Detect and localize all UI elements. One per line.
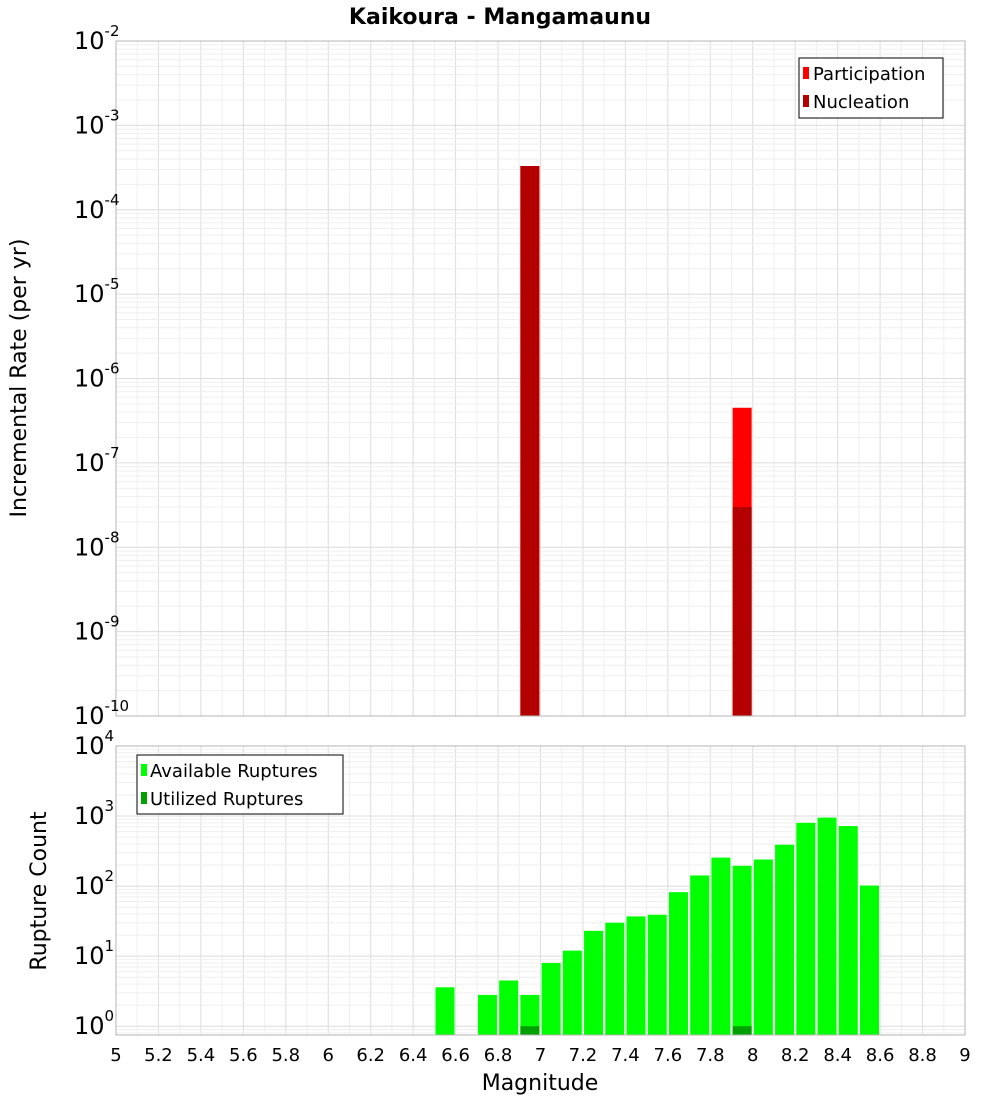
- rate-y-tick-label: 10-8: [74, 528, 120, 561]
- x-tick-label: 8.2: [781, 1045, 810, 1066]
- rupture-count-panel: 100 101 102 103 104 5 5.2 5.4 5.6 5.8 6 6.2 6.4 6.6 6…: [27, 727, 971, 1096]
- x-tick-label: 6.8: [484, 1045, 513, 1066]
- rate-grid: [115, 40, 966, 717]
- x-tick-label: 8.4: [823, 1045, 852, 1066]
- rate-y-axis-label: Incremental Rate (per yr): [7, 239, 32, 518]
- count-bar-available-ruptures: [605, 922, 625, 1035]
- legend-swatch-utilized-ruptures: [141, 792, 147, 804]
- x-tick-label: 6: [323, 1045, 334, 1066]
- count-bar-available-ruptures: [647, 914, 667, 1035]
- rate-bar-nucleation: [732, 506, 752, 716]
- rate-y-tick-label: 10-10: [74, 697, 129, 730]
- legend-swatch-participation: [803, 67, 809, 79]
- count-y-tick-label: 102: [74, 867, 114, 900]
- x-tick-label: 7.4: [611, 1045, 640, 1066]
- count-bar-available-ruptures: [541, 962, 561, 1035]
- rate-y-ticks: 10-10 10-9 10-8 10-7 10-6 10-5 10-4 10-3 10-2: [74, 22, 129, 730]
- count-bar-available-ruptures: [477, 994, 497, 1035]
- count-bar-utilized-ruptures: [520, 1026, 540, 1035]
- legend-label-nucleation: Nucleation: [813, 92, 909, 113]
- count-bar-available-ruptures: [775, 844, 795, 1035]
- rate-y-tick-label: 10-9: [74, 613, 120, 646]
- count-bar-available-ruptures: [435, 987, 455, 1035]
- rate-legend-box: [798, 57, 944, 119]
- rupture-count-plot-frame: [115, 745, 966, 1036]
- x-tick-label: 6.6: [441, 1045, 470, 1066]
- chart-title: Kaikoura - Mangamaunu: [349, 5, 651, 30]
- count-bar-available-ruptures: [732, 865, 752, 1035]
- count-bar-available-ruptures: [520, 994, 540, 1035]
- x-tick-label: 7: [535, 1045, 546, 1066]
- count-bar-available-ruptures: [838, 826, 858, 1035]
- count-bar-available-ruptures: [690, 875, 710, 1035]
- rate-y-tick-label: 10-2: [74, 22, 120, 55]
- count-bar-available-ruptures: [668, 892, 688, 1035]
- count-bar-available-ruptures: [753, 859, 773, 1035]
- count-y-tick-label: 100: [74, 1007, 114, 1040]
- rupture-count-bars: [435, 817, 879, 1035]
- count-y-tick-label: 104: [74, 727, 114, 760]
- x-tick-label: 7.8: [696, 1045, 725, 1066]
- rate-legend: Participation Nucleation: [798, 57, 944, 119]
- count-bar-available-ruptures: [817, 817, 837, 1035]
- rate-bar-nucleation: [520, 166, 540, 717]
- x-tick-label: 5.4: [187, 1045, 216, 1066]
- legend-swatch-available-ruptures: [141, 764, 147, 776]
- x-tick-label: 5.8: [271, 1045, 300, 1066]
- rate-y-tick-label: 10-7: [74, 444, 120, 477]
- count-bar-available-ruptures: [562, 950, 582, 1035]
- count-bar-utilized-ruptures: [732, 1026, 752, 1035]
- x-tick-label: 5: [110, 1045, 121, 1066]
- rate-panel: 10-10 10-9 10-8 10-7 10-6 10-5 10-4 10-3 10-2 In…: [7, 22, 966, 730]
- rate-y-tick-label: 10-6: [74, 360, 120, 393]
- x-tick-label: 8.8: [908, 1045, 937, 1066]
- x-tick-label: 7.6: [654, 1045, 683, 1066]
- count-bar-available-ruptures: [796, 822, 816, 1035]
- x-tick-label: 8: [747, 1045, 758, 1066]
- count-bar-available-ruptures: [499, 980, 519, 1035]
- count-bar-available-ruptures: [711, 857, 731, 1035]
- count-y-tick-label: 101: [74, 937, 114, 970]
- legend-swatch-nucleation: [803, 95, 809, 107]
- count-bar-available-ruptures: [584, 930, 604, 1035]
- rate-y-tick-label: 10-4: [74, 191, 120, 224]
- rate-y-tick-label: 10-5: [74, 275, 120, 308]
- legend-label-available-ruptures: Available Ruptures: [150, 761, 318, 782]
- x-tick-label: 6.2: [356, 1045, 385, 1066]
- rate-plot-frame: [115, 40, 966, 717]
- count-bar-available-ruptures: [626, 916, 646, 1035]
- legend-label-participation: Participation: [813, 64, 925, 85]
- rupture-count-y-ticks: 100 101 102 103 104: [74, 727, 114, 1040]
- x-tick-label: 8.6: [866, 1045, 895, 1066]
- count-y-tick-label: 103: [74, 797, 114, 830]
- legend-label-utilized-ruptures: Utilized Ruptures: [150, 789, 303, 810]
- magnitude-x-ticks: 5 5.2 5.4 5.6 5.8 6 6.2 6.4 6.6 6.8 7 7.2 7.4 7.6 7.8 8…: [110, 1045, 970, 1066]
- rupture-legend-box: [136, 754, 344, 815]
- magnitude-x-axis-label: Magnitude: [482, 1071, 599, 1096]
- rate-bars: [520, 166, 752, 717]
- rupture-count-legend: Available Ruptures Utilized Ruptures: [136, 754, 344, 815]
- rate-y-tick-label: 10-3: [74, 106, 120, 139]
- x-tick-label: 5.2: [144, 1045, 173, 1066]
- rupture-count-y-axis-label: Rupture Count: [27, 811, 52, 971]
- x-tick-label: 6.4: [399, 1045, 428, 1066]
- x-tick-label: 9: [959, 1045, 970, 1066]
- count-bar-available-ruptures: [859, 885, 879, 1035]
- x-tick-label: 7.2: [569, 1045, 598, 1066]
- x-tick-label: 5.6: [229, 1045, 258, 1066]
